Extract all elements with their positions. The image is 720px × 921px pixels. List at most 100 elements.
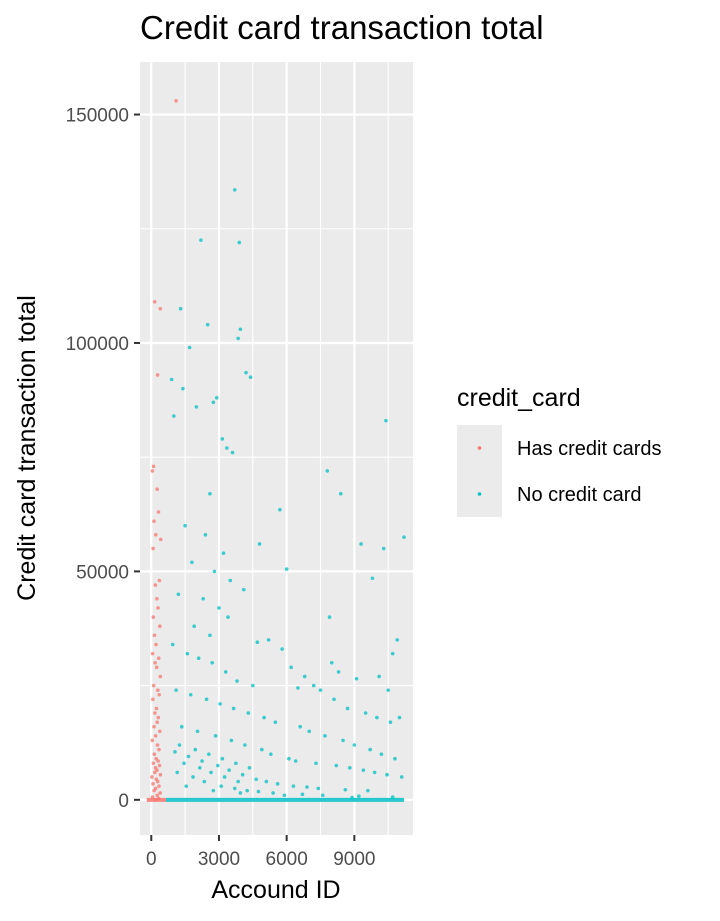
point-no-credit-card — [368, 747, 372, 752]
point-no-credit-card — [245, 788, 249, 793]
point-no-credit-card — [188, 692, 193, 697]
point-no-credit-card — [363, 711, 368, 715]
point-no-credit-card — [318, 688, 323, 692]
point-no-credit-card — [269, 752, 273, 756]
point-has-credit-cards — [152, 300, 157, 304]
point-no-credit-card — [247, 766, 252, 770]
point-no-credit-card — [385, 772, 389, 777]
grid-minor — [140, 62, 413, 835]
point-has-credit-cards — [155, 373, 160, 377]
legend-title: credit_card — [457, 384, 581, 412]
point-no-credit-card — [230, 450, 235, 455]
point-has-credit-cards — [152, 788, 156, 793]
x-axis-title: Accound ID — [211, 876, 340, 904]
point-no-credit-card — [397, 715, 402, 720]
point-has-credit-cards — [157, 747, 161, 752]
point-no-credit-card — [302, 674, 307, 679]
point-has-credit-cards — [151, 761, 156, 766]
point-no-credit-card — [273, 720, 278, 724]
point-no-credit-card — [187, 345, 192, 350]
point-no-credit-card — [246, 711, 251, 715]
point-no-credit-card — [209, 770, 213, 775]
point-has-credit-cards — [158, 624, 162, 629]
x-tick-label: 3000 — [198, 849, 240, 870]
point-no-credit-card — [179, 724, 184, 729]
point-no-credit-card — [236, 779, 240, 784]
point-no-credit-card — [320, 793, 325, 798]
point-no-credit-card — [275, 782, 280, 786]
point-no-credit-card — [354, 676, 359, 681]
point-has-credit-cards — [152, 770, 157, 775]
point-no-credit-card — [202, 779, 207, 784]
point-no-credit-card — [366, 788, 370, 793]
point-no-credit-card — [379, 752, 384, 756]
x-axis: 0 3000 6000 9000 — [146, 835, 375, 870]
point-no-credit-card — [241, 587, 246, 592]
point-no-credit-card — [226, 615, 230, 619]
point-has-credit-cards — [150, 775, 154, 779]
point-no-credit-card — [352, 743, 357, 747]
point-has-credit-cards — [151, 683, 156, 688]
point-no-credit-card — [390, 651, 395, 656]
point-has-credit-cards — [152, 752, 157, 756]
point-no-credit-card — [357, 794, 361, 798]
point-no-credit-card — [210, 660, 214, 665]
point-has-credit-cards — [156, 656, 161, 660]
point-no-credit-card — [192, 624, 196, 629]
point-has-credit-cards — [153, 533, 158, 537]
point-no-credit-card — [238, 791, 243, 795]
point-no-credit-card — [345, 706, 350, 711]
point-has-credit-cards — [152, 633, 157, 638]
point-no-credit-card — [182, 761, 186, 766]
point-no-credit-card — [219, 784, 224, 788]
point-no-credit-card — [336, 670, 341, 674]
point-no-credit-card — [169, 377, 174, 382]
point-no-credit-card — [227, 768, 231, 772]
point-no-credit-card — [257, 542, 262, 546]
point-no-credit-card — [208, 633, 212, 638]
point-has-credit-cards — [154, 706, 159, 711]
point-has-credit-cards — [151, 615, 156, 619]
point-no-credit-card — [278, 507, 282, 512]
point-no-credit-card — [181, 386, 185, 391]
chart-title: Credit card transaction total — [140, 9, 544, 46]
point-no-credit-card — [316, 786, 321, 791]
point-no-credit-card — [176, 592, 181, 597]
point-has-credit-cards — [152, 519, 156, 523]
point-has-credit-cards — [151, 782, 155, 786]
point-no-credit-card — [170, 642, 175, 647]
point-no-credit-card — [264, 779, 269, 784]
point-no-credit-card — [402, 535, 406, 539]
point-no-credit-card — [298, 724, 302, 729]
point-no-credit-card — [183, 523, 187, 528]
point-has-credit-cards — [157, 692, 161, 697]
point-no-credit-card — [262, 715, 266, 720]
point-no-credit-card — [174, 688, 178, 692]
point-no-credit-card — [370, 576, 375, 581]
legend-point-no-credit-card — [477, 492, 482, 496]
point-no-credit-card — [204, 697, 209, 702]
point-no-credit-card — [190, 560, 194, 565]
point-no-credit-card — [377, 674, 381, 679]
point-has-credit-cards — [155, 597, 159, 601]
point-no-credit-card — [191, 775, 195, 779]
point-has-credit-cards — [153, 711, 157, 715]
x-tick-label: 0 — [146, 849, 157, 870]
point-no-credit-card — [185, 651, 190, 656]
point-no-credit-card — [201, 597, 205, 601]
point-no-credit-card — [211, 400, 216, 405]
point-no-credit-card — [231, 706, 236, 711]
point-no-credit-card — [238, 327, 243, 332]
point-no-credit-card — [199, 238, 203, 242]
point-has-credit-cards — [155, 779, 160, 784]
point-no-credit-card — [218, 702, 222, 706]
point-has-credit-cards — [155, 720, 159, 724]
point-has-credit-cards — [158, 674, 163, 679]
point-no-credit-card — [197, 766, 202, 770]
point-no-credit-card — [314, 761, 318, 766]
point-no-credit-card — [208, 491, 212, 496]
point-no-credit-card — [254, 777, 258, 782]
point-no-credit-card — [184, 784, 189, 788]
point-no-credit-card — [289, 665, 293, 670]
point-no-credit-card — [196, 656, 201, 660]
